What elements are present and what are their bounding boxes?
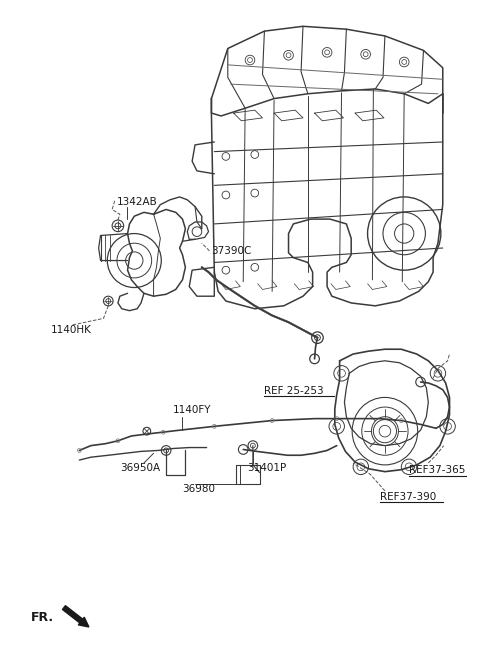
Text: FR.: FR.	[31, 612, 54, 624]
Text: 36950A: 36950A	[120, 463, 160, 473]
Text: 31401P: 31401P	[247, 463, 287, 473]
FancyArrow shape	[62, 606, 89, 627]
Text: 1342AB: 1342AB	[117, 197, 158, 207]
Text: REF37-390: REF37-390	[380, 492, 436, 502]
Text: REF 25-253: REF 25-253	[264, 386, 324, 396]
Text: 37390C: 37390C	[211, 246, 252, 256]
Text: 1140FY: 1140FY	[173, 405, 211, 415]
Text: 36980: 36980	[182, 484, 216, 494]
Text: REF37-365: REF37-365	[409, 465, 466, 475]
Text: 1140HK: 1140HK	[50, 325, 91, 335]
